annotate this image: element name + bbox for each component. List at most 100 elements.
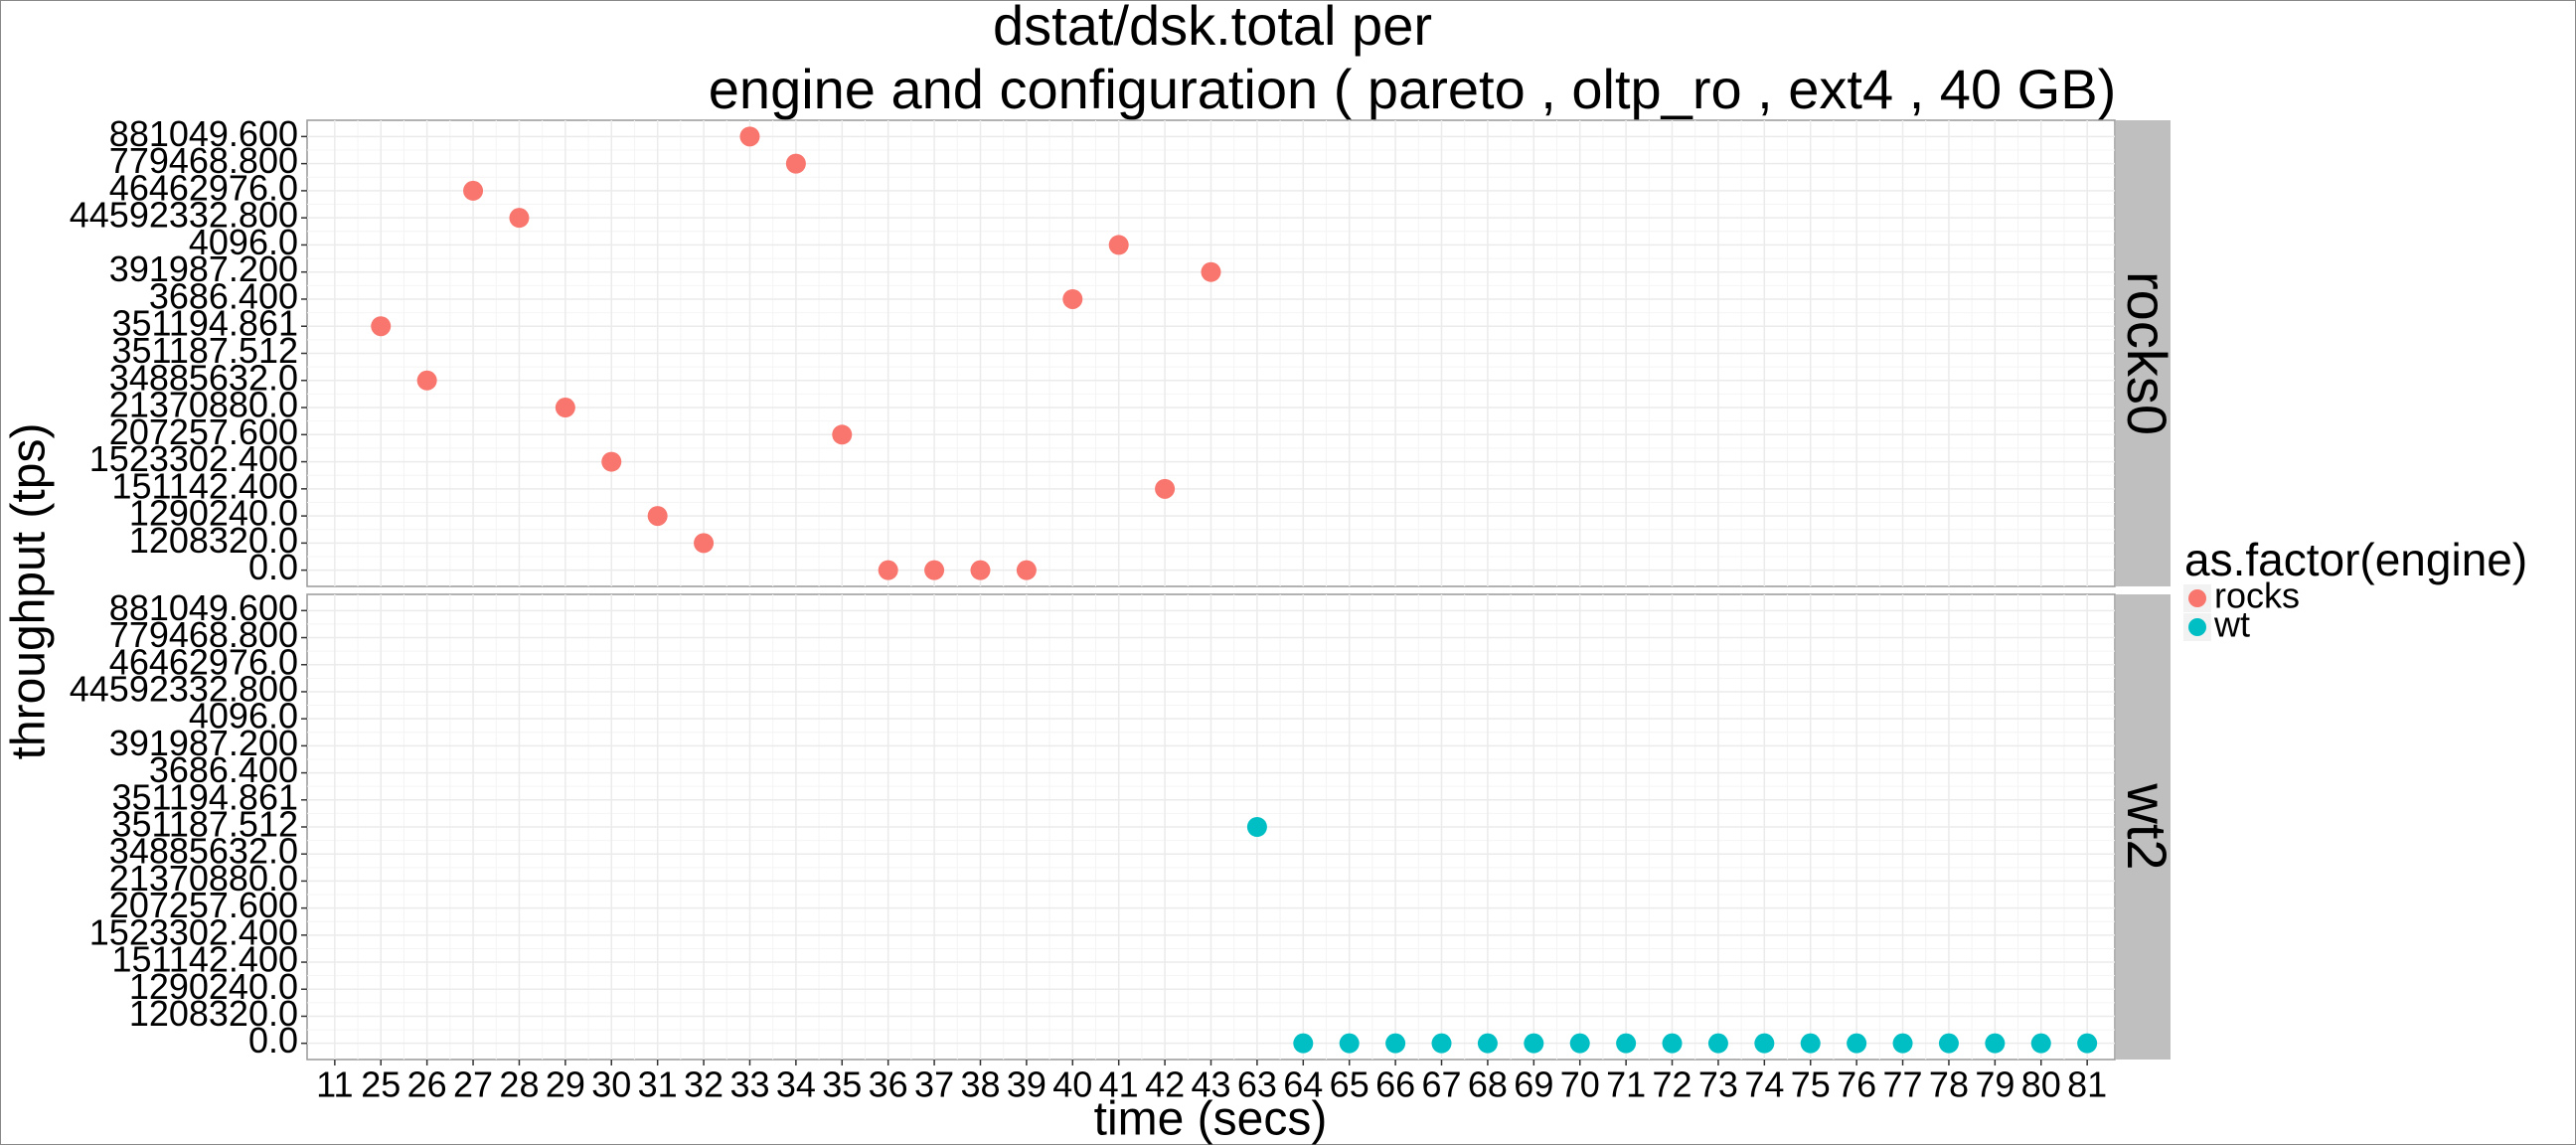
x-tick-label: 25 <box>361 1064 401 1105</box>
y-tick-label: 151142.400 <box>111 939 298 980</box>
y-tick-label: 3686.400 <box>149 749 298 790</box>
y-tick-label: 1523302.400 <box>89 911 298 952</box>
y-tick-label: 351194.861 <box>111 776 298 817</box>
x-tick-label: 37 <box>914 1064 954 1105</box>
x-tick-label: 65 <box>1330 1064 1369 1105</box>
strip <box>2116 594 2171 1060</box>
point <box>1754 1033 1775 1054</box>
strip-label: rocks0 <box>2116 271 2178 435</box>
x-tick-label: 66 <box>1375 1064 1415 1105</box>
point <box>832 424 853 445</box>
x-tick-label: 71 <box>1606 1064 1646 1105</box>
y-tick-label: 21370880.0 <box>109 385 298 425</box>
x-tick-label: 35 <box>822 1064 862 1105</box>
point <box>1569 1033 1590 1054</box>
x-tick-label: 81 <box>2067 1064 2107 1105</box>
point <box>647 506 668 527</box>
point <box>1016 560 1037 580</box>
y-tick-label: 34885632.0 <box>109 831 298 872</box>
point <box>1108 235 1129 255</box>
point <box>1985 1033 2006 1054</box>
chart-title: dstat/dsk.total per <box>993 0 1432 57</box>
point <box>1800 1033 1821 1054</box>
x-tick-label: 73 <box>1698 1064 1738 1105</box>
y-tick-label: 44592332.800 <box>70 195 298 236</box>
y-tick-label: 44592332.800 <box>70 668 298 709</box>
x-tick-label: 39 <box>1007 1064 1046 1105</box>
x-tick-label: 68 <box>1468 1064 1508 1105</box>
y-tick-label: 1290240.0 <box>129 493 298 534</box>
x-tick-label: 43 <box>1191 1064 1230 1105</box>
legend-label: wt <box>2213 604 2250 645</box>
strip-label: wt2 <box>2116 782 2178 870</box>
point <box>1246 817 1267 837</box>
point <box>785 153 806 174</box>
point <box>1524 1033 1544 1054</box>
x-tick-label: 77 <box>1883 1064 1923 1105</box>
y-tick-label: 881049.600 <box>109 113 298 154</box>
point <box>555 398 575 418</box>
y-tick-label: 4096.0 <box>189 696 298 736</box>
x-tick-label: 64 <box>1283 1064 1323 1105</box>
chart-title: engine and configuration ( pareto , oltp… <box>709 58 2116 120</box>
point <box>1662 1033 1683 1054</box>
y-tick-label: 779468.800 <box>109 614 298 655</box>
y-tick-label: 46462976.0 <box>109 167 298 208</box>
y-tick-label: 391987.200 <box>109 248 298 289</box>
point <box>970 560 991 580</box>
point <box>1892 1033 1913 1054</box>
x-tick-label: 72 <box>1653 1064 1692 1105</box>
point <box>878 560 898 580</box>
x-tick-label: 32 <box>684 1064 724 1105</box>
point <box>1155 478 1176 499</box>
x-tick-label: 29 <box>546 1064 585 1105</box>
x-tick-label: 63 <box>1237 1064 1277 1105</box>
legend-marker <box>2188 618 2206 636</box>
x-tick-label: 70 <box>1560 1064 1600 1105</box>
point <box>1201 261 1221 282</box>
x-tick-label: 31 <box>638 1064 678 1105</box>
x-tick-label: 78 <box>1929 1064 1969 1105</box>
y-tick-label: 351187.512 <box>111 330 298 371</box>
legend-label: rocks <box>2214 575 2300 616</box>
point <box>2077 1033 2098 1054</box>
y-tick-label: 0.0 <box>248 1020 298 1061</box>
y-tick-label: 207257.600 <box>109 411 298 452</box>
y-tick-label: 3686.400 <box>149 275 298 316</box>
point <box>371 316 392 337</box>
x-tick-label: 36 <box>869 1064 908 1105</box>
y-tick-label: 351194.861 <box>111 303 298 344</box>
x-tick-label: 34 <box>776 1064 816 1105</box>
x-tick-label: 27 <box>453 1064 493 1105</box>
point <box>1339 1033 1360 1054</box>
point <box>1431 1033 1452 1054</box>
y-tick-label: 779468.800 <box>109 140 298 181</box>
point <box>509 208 530 229</box>
point <box>1616 1033 1637 1054</box>
point <box>1477 1033 1498 1054</box>
y-tick-label: 207257.600 <box>109 885 298 925</box>
y-tick-label: 46462976.0 <box>109 641 298 682</box>
point <box>601 451 622 472</box>
y-tick-label: 881049.600 <box>109 587 298 628</box>
y-tick-label: 21370880.0 <box>109 858 298 899</box>
y-tick-label: 351187.512 <box>111 804 298 845</box>
x-tick-label: 28 <box>499 1064 539 1105</box>
point <box>1293 1033 1314 1054</box>
point <box>1062 288 1083 309</box>
x-tick-label: 30 <box>591 1064 631 1105</box>
x-tick-label: 11 <box>316 1064 353 1105</box>
point <box>1385 1033 1406 1054</box>
x-tick-label: 42 <box>1145 1064 1185 1105</box>
point <box>1847 1033 1867 1054</box>
point <box>2030 1033 2051 1054</box>
point <box>463 180 484 201</box>
x-tick-label: 41 <box>1099 1064 1139 1105</box>
y-tick-label: 1208320.0 <box>129 993 298 1034</box>
x-tick-label: 75 <box>1791 1064 1831 1105</box>
x-tick-label: 76 <box>1837 1064 1876 1105</box>
y-tick-label: 0.0 <box>248 547 298 587</box>
x-axis-title: time (secs) <box>1094 1093 1328 1145</box>
point <box>1938 1033 1959 1054</box>
y-tick-label: 1523302.400 <box>89 438 298 479</box>
